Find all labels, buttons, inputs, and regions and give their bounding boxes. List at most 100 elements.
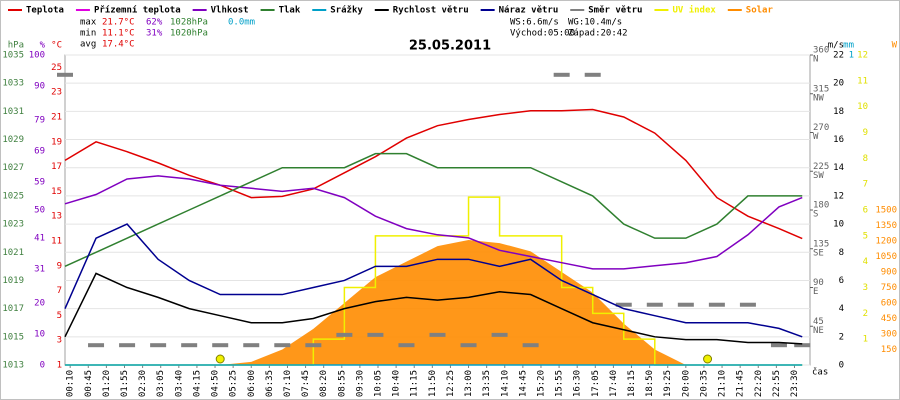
wind-dir-point	[739, 302, 756, 307]
y-tick-label: 10	[34, 330, 45, 340]
y-tick-label: 750	[881, 283, 897, 293]
x-tick-label: 20:35	[699, 370, 709, 397]
series-line	[64, 108, 803, 240]
stat-text: 0.0mm	[228, 18, 255, 28]
x-tick-label: 09:30	[355, 370, 365, 397]
y-tick-label: 5	[863, 231, 868, 241]
x-tick-label: 03:05	[156, 370, 166, 397]
y-tick-label: 31	[34, 264, 45, 274]
y-tick-label: 1033	[2, 79, 24, 89]
wind-dir-point	[460, 343, 477, 348]
stat-text: 1020hPa	[170, 29, 208, 39]
x-tick-label: 04:50	[211, 370, 221, 397]
axis-unit: hPa	[8, 41, 24, 51]
wind-dir-point	[708, 302, 725, 307]
y-tick-label: 1029	[2, 135, 24, 145]
sun-marker	[703, 354, 713, 364]
y-tick-label: 8	[863, 154, 868, 164]
y-tick-label: 9	[57, 261, 62, 271]
y-tick-label: 360	[813, 46, 829, 56]
wind-dir-point	[584, 72, 601, 77]
series-line	[64, 223, 803, 338]
x-tick-label: 17:05	[591, 370, 601, 397]
y-tick-label: 1025	[2, 191, 24, 201]
y-tick-label: SW	[813, 171, 824, 181]
legend-label: Náraz větru	[499, 5, 559, 16]
y-tick-label: SE	[813, 248, 824, 258]
axis-unit: m/s	[828, 41, 844, 51]
x-tick-label: 19:25	[663, 370, 673, 397]
x-tick-label: 22:55	[772, 370, 782, 397]
y-tick-label: 50	[34, 206, 45, 216]
x-tick-label: 17:40	[609, 370, 619, 397]
y-tick-label: 1017	[2, 304, 24, 314]
y-tick-label: 69	[34, 147, 45, 157]
y-tick-label: 12	[833, 191, 844, 201]
x-tick-label: 23:30	[790, 370, 800, 397]
y-tick-label: 21	[51, 113, 62, 123]
legend-label: UV index	[672, 5, 716, 16]
legend-label: Srážky	[330, 6, 363, 16]
y-tick-label: S	[813, 210, 818, 220]
y-tick-label: 450	[881, 314, 897, 324]
y-tick-label: 17	[51, 162, 62, 172]
wind-dir-point	[429, 332, 446, 337]
y-tick-label: 22	[833, 51, 844, 61]
y-tick-label: 1031	[2, 107, 24, 117]
y-tick-label: 10	[833, 220, 844, 230]
y-tick-label: 59	[34, 178, 45, 188]
y-tick-label: 135	[813, 239, 829, 249]
y-tick-label: 2	[863, 309, 868, 319]
chart-title: 25.05.2011	[409, 39, 491, 54]
x-tick-label: 07:45	[301, 370, 311, 397]
y-tick-label: 19	[51, 137, 62, 147]
legend-label: Přízemní teplota	[94, 6, 181, 16]
x-tick-label: 14:45	[518, 370, 528, 397]
legend-label: Tlak	[279, 6, 301, 16]
y-tick-label: 315	[813, 84, 829, 94]
y-tick-label: 1200	[875, 237, 897, 247]
wind-dir-point	[522, 343, 539, 348]
y-tick-label: 1015	[2, 332, 24, 342]
y-tick-label: 10	[857, 102, 868, 112]
x-tick-label: 21:10	[718, 370, 728, 397]
x-tick-label: 08:55	[337, 370, 347, 397]
y-tick-label: 7	[57, 286, 62, 296]
x-tick-label: 12:25	[446, 370, 456, 397]
y-tick-label: 13	[51, 212, 62, 222]
x-tick-label: 16:30	[573, 370, 583, 397]
axis-unit: mm	[843, 41, 854, 51]
y-tick-label: 90	[813, 278, 824, 288]
y-tick-label: 180	[813, 201, 829, 211]
wind-dir-point	[398, 343, 415, 348]
x-tick-label: 06:35	[265, 370, 275, 397]
wind-dir-point	[212, 343, 229, 348]
x-tick-label: 00:45	[84, 370, 94, 397]
y-tick-label: 4	[839, 304, 844, 314]
y-tick-label: 3	[863, 283, 868, 293]
y-tick-label: 79	[34, 116, 45, 126]
wind-dir-point	[491, 332, 508, 337]
y-tick-label: 900	[881, 268, 897, 278]
y-tick-label: 45	[813, 317, 824, 327]
y-tick-label: 90	[34, 82, 45, 92]
y-tick-label: 6	[839, 276, 844, 286]
y-tick-label: 1	[863, 335, 868, 345]
wind-dir-point	[553, 72, 570, 77]
x-tick-label: 15:55	[555, 370, 565, 397]
y-tick-label: 1019	[2, 276, 24, 286]
y-tick-label: 2	[839, 332, 844, 342]
y-tick-label: 23	[51, 88, 62, 98]
stat-text: avg	[80, 40, 96, 50]
wind-dir-point	[770, 343, 787, 348]
y-tick-label: 225	[813, 162, 829, 172]
x-tick-label: 06:00	[247, 370, 257, 397]
y-tick-label: 20	[833, 79, 844, 89]
x-tick-label: 18:15	[627, 370, 637, 397]
x-tick-label: 01:20	[102, 370, 112, 397]
y-tick-label: 41	[34, 233, 45, 243]
wind-dir-point	[615, 302, 632, 307]
legend-label: Vlhkost	[211, 6, 249, 16]
wind-dir-point	[336, 332, 353, 337]
x-tick-label: 11:50	[428, 370, 438, 397]
